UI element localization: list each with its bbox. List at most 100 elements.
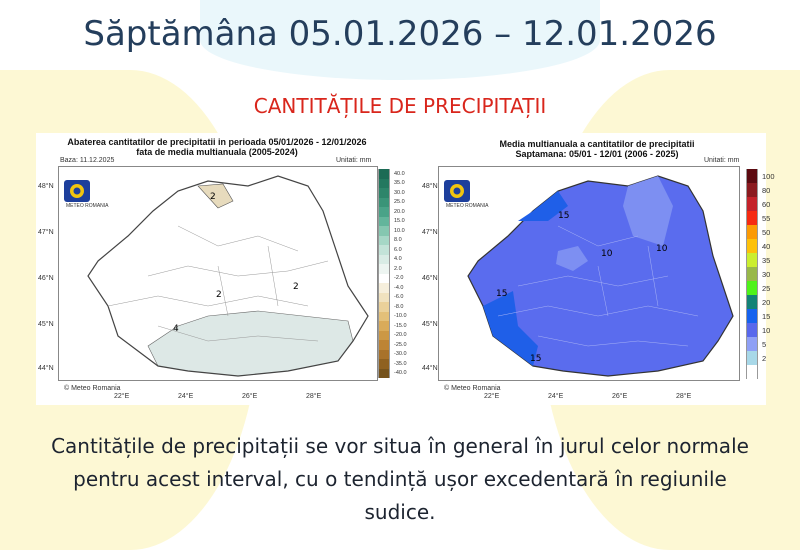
section-title: CANTITĂȚILE DE PRECIPITAȚII (253, 94, 547, 118)
forecast-description: Cantitățile de precipitații se vor situa… (51, 434, 749, 524)
legend-entry: 5 (746, 337, 775, 351)
legend-entry: -10.0 (378, 311, 407, 321)
legend-swatch (378, 226, 390, 236)
legend-entry: 4.0 (378, 254, 407, 264)
credit: © Meteo Romania (64, 385, 121, 392)
legend-entry (746, 365, 775, 379)
legend-swatch (746, 323, 758, 337)
legend-label: -10.0 (394, 313, 407, 320)
legend-entry: 2.0 (378, 264, 407, 274)
legend-label: 40 (762, 241, 771, 251)
legend-entry: -25.0 (378, 340, 407, 350)
legend-swatch (378, 178, 390, 188)
legend-entry: 10 (746, 323, 775, 337)
legend-label: 20.0 (394, 208, 405, 215)
contour-label: 2 (293, 282, 299, 292)
legend-swatch (378, 368, 390, 378)
contour-label: 15 (496, 289, 507, 299)
legend-swatch (746, 295, 758, 309)
legend-entry: 35.0 (378, 178, 407, 188)
legend-swatch (746, 211, 758, 225)
legend-entry: 80 (746, 183, 775, 197)
legend-label: 2 (762, 353, 767, 363)
lat-label: 47°N (38, 229, 54, 236)
lat-label: 44°N (422, 365, 438, 372)
legend-entry: 30.0 (378, 188, 407, 198)
legend-entry: 10.0 (378, 226, 407, 236)
legend-label: 8.0 (394, 237, 402, 244)
legend-label: 15.0 (394, 218, 405, 225)
legend-entry: 20.0 (378, 207, 407, 217)
legend-entry: -8.0 (378, 302, 407, 312)
contour-label: 15 (558, 211, 569, 221)
lat-label: 46°N (422, 275, 438, 282)
legend-swatch (378, 254, 390, 264)
precipitation-mean-map: Media multianuala a cantitatilor de prec… (422, 133, 775, 405)
legend-label: 2.0 (394, 265, 402, 272)
legend-swatch (378, 169, 390, 179)
legend-label: 15 (762, 311, 771, 321)
lat-label: 47°N (422, 229, 438, 236)
legend-swatch (378, 197, 390, 207)
legend-entry: -2.0 (378, 273, 407, 283)
contour-label: 2 (210, 192, 216, 202)
lon-label: 28°E (306, 393, 322, 400)
legend-swatch (378, 330, 390, 340)
legend-label: -2.0 (394, 275, 404, 282)
map-title: Media multianuala a cantitatilor de prec… (499, 139, 695, 149)
legend-label: 20 (762, 297, 771, 307)
legend-swatch (378, 235, 390, 245)
color-legend: 100 80 60 55 50 40 35 30 25 20 15 10 5 2 (746, 169, 775, 379)
legend-label: 80 (762, 185, 771, 195)
legend-label: 40.0 (394, 170, 405, 177)
lat-label: 45°N (38, 321, 54, 328)
map-plot: 15 10 10 15 15 (438, 166, 740, 381)
legend-entry: 15 (746, 309, 775, 323)
legend-swatch (746, 351, 758, 365)
legend-swatch (378, 349, 390, 359)
legend-swatch (378, 283, 390, 293)
legend-label: 50 (762, 227, 771, 237)
legend-label: -25.0 (394, 341, 407, 348)
contour-label: 10 (656, 244, 668, 254)
legend-entry: -40.0 (378, 368, 407, 378)
legend-swatch (378, 340, 390, 350)
legend-label: 6.0 (394, 246, 402, 253)
logo-text: METEO ROMANIA (446, 203, 489, 209)
legend-entry: -15.0 (378, 321, 407, 331)
legend-entry: 50 (746, 225, 775, 239)
legend-swatch (378, 245, 390, 255)
legend-swatch (746, 169, 758, 183)
legend-label: -4.0 (394, 284, 404, 291)
legend-entry: 100 (746, 169, 775, 183)
legend-swatch (378, 273, 390, 283)
legend-entry: -35.0 (378, 359, 407, 369)
legend-swatch (378, 264, 390, 274)
legend-label: 10 (762, 325, 771, 335)
legend-entry: -6.0 (378, 292, 407, 302)
legend-entry: -4.0 (378, 283, 407, 293)
legend-swatch (378, 216, 390, 226)
legend-label: 60 (762, 199, 771, 209)
legend-label: -40.0 (394, 370, 407, 377)
legend-entry: 6.0 (378, 245, 407, 255)
legend-swatch (746, 183, 758, 197)
contour-label: 2 (216, 290, 222, 300)
legend-label: 4.0 (394, 256, 402, 263)
legend-entry: 40 (746, 239, 775, 253)
legend-swatch (746, 253, 758, 267)
legend-label: -20.0 (394, 332, 407, 339)
legend-swatch (746, 309, 758, 323)
legend-label: 55 (762, 213, 771, 223)
legend-label: 25 (762, 283, 771, 293)
map-title: Abaterea cantitatilor de precipitatii in… (67, 137, 367, 147)
map-subtitle: Saptamana: 05/01 - 12/01 (2006 - 2025) (515, 149, 679, 159)
legend-label: -8.0 (394, 303, 404, 310)
legend-label: 30 (762, 269, 771, 279)
lat-label: 44°N (38, 365, 54, 372)
units-label: Unitati: mm (704, 157, 740, 164)
legend-label: 5 (762, 339, 767, 349)
legend-swatch (378, 302, 390, 312)
legend-label: 35.0 (394, 180, 405, 187)
legend-entry: 25 (746, 281, 775, 295)
